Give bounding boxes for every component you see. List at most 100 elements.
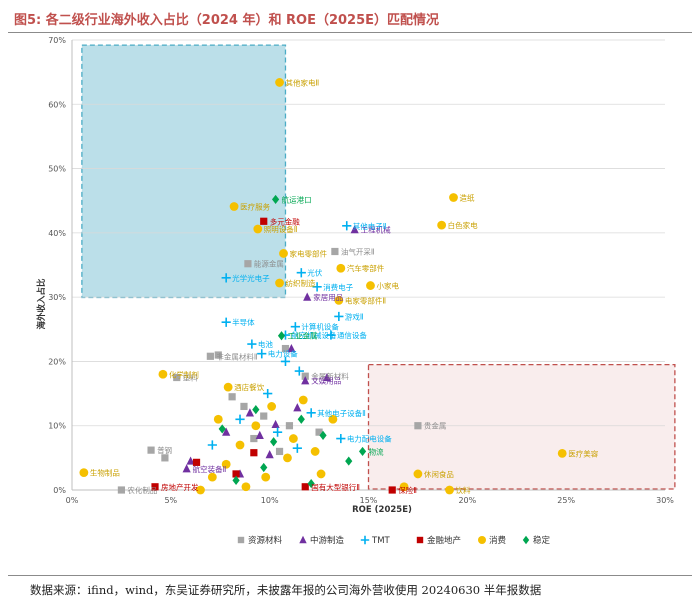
data-point: [158, 369, 168, 379]
data-point: [358, 446, 367, 457]
data-point: [147, 446, 155, 454]
legend-label: 消费: [489, 535, 507, 546]
data-label: 文娱用品: [311, 376, 341, 386]
data-label: 照明设备Ⅱ: [264, 224, 298, 234]
data-label: 电家零部件Ⅱ: [345, 295, 386, 305]
title-divider: [8, 32, 692, 33]
scatter-chart: 0% 10% 20% 30% 40% 50% 60% 70% 0% 5% 10% 15% 20% 25%…: [36, 36, 676, 546]
x-tick-label: 25%: [557, 496, 575, 505]
y-tick-label: 0%: [53, 486, 66, 495]
data-point: [253, 224, 263, 234]
data-point: [281, 344, 290, 353]
data-point: [283, 453, 292, 463]
y-tick-label: 60%: [48, 100, 66, 109]
legend-marker: [416, 536, 424, 544]
data-point: [328, 414, 338, 424]
data-point: [399, 482, 409, 492]
data-point: [350, 225, 359, 234]
data-point: [207, 440, 217, 450]
data-point: [182, 464, 191, 473]
data-points: [79, 78, 567, 495]
data-point: [271, 194, 280, 205]
data-label: 家电零部件: [290, 248, 328, 258]
x-tick-label: 20%: [458, 496, 476, 505]
x-axis-title: ROE (2025E): [352, 505, 412, 515]
data-label: 光学光电子: [232, 273, 270, 283]
data-point: [222, 427, 231, 436]
data-point: [414, 422, 422, 430]
data-label: 航运港口: [282, 194, 312, 204]
data-point: [293, 403, 302, 412]
data-label: 电力设备: [268, 349, 298, 359]
data-label: 通信设备: [337, 330, 367, 340]
data-point: [306, 408, 316, 418]
data-point: [260, 462, 268, 473]
data-label: 汽车零部件: [347, 263, 385, 273]
data-label: 国有大型银行Ⅱ: [311, 482, 360, 492]
data-label: 小家电: [376, 281, 399, 291]
data-point: [250, 449, 258, 457]
data-point: [288, 434, 298, 443]
data-point: [413, 469, 423, 479]
data-point: [316, 469, 326, 479]
data-point: [301, 376, 310, 385]
y-tick-labels: 0% 10% 20% 30% 40% 50% 60% 70%: [48, 36, 66, 495]
data-point: [241, 482, 251, 492]
data-label: 光伏: [307, 268, 322, 278]
data-label: 休闲食品: [424, 469, 454, 479]
data-point: [336, 263, 346, 273]
legend-label: 金融地产: [427, 535, 461, 546]
data-label: 医疗美容: [568, 448, 598, 458]
data-point: [228, 393, 236, 401]
x-tick-label: 5%: [164, 496, 177, 505]
data-point: [232, 475, 240, 485]
data-point: [151, 483, 159, 491]
data-point: [245, 408, 254, 417]
data-point: [298, 395, 308, 405]
data-point: [342, 221, 352, 231]
data-point: [117, 486, 126, 494]
data-point: [173, 373, 181, 382]
data-point: [279, 249, 288, 258]
x-tick-label: 15%: [360, 496, 378, 505]
legend-marker: [299, 535, 307, 544]
source-note: 数据来源：ifind，wind，东吴证券研究所，未披露年报的公司海外营收使用 2…: [30, 583, 542, 597]
data-point: [207, 472, 217, 482]
data-point: [319, 430, 327, 440]
data-label: 航空机械设备: [291, 330, 336, 340]
x-tick-label: 10%: [261, 496, 279, 505]
data-point: [292, 443, 302, 453]
data-label: 其他电子设备Ⅱ: [317, 408, 366, 418]
legend-label: 稳定: [533, 535, 551, 546]
data-point: [267, 402, 277, 411]
data-label: 金属新材料: [311, 371, 349, 381]
data-label: 电力配电设备: [347, 434, 392, 444]
data-point: [260, 217, 268, 225]
y-tick-label: 40%: [48, 229, 66, 238]
data-point: [294, 366, 304, 376]
axes: [71, 40, 665, 491]
data-point: [301, 483, 309, 491]
data-point: [192, 458, 201, 466]
data-point: [218, 424, 226, 434]
data-point: [223, 382, 233, 392]
data-point: [252, 405, 260, 415]
data-point: [275, 447, 284, 456]
data-point: [270, 437, 278, 447]
data-point: [287, 343, 296, 353]
data-point: [445, 485, 454, 495]
data-point: [250, 434, 258, 443]
x-tick-label: 0%: [66, 496, 79, 505]
data-label: 生物制品: [90, 468, 120, 478]
y-tick-label: 70%: [48, 36, 66, 45]
data-label: 半导体: [232, 317, 255, 327]
data-label: 酒店餐饮: [234, 382, 264, 392]
x-tick-labels: 0% 5% 10% 15% 20% 25% 30%: [66, 496, 675, 505]
data-point: [280, 356, 291, 367]
data-point: [310, 447, 320, 456]
data-point: [214, 351, 222, 359]
y-axis-title: 海外收入占比: [36, 278, 47, 330]
legend: 资源材料 中游制造 TMT 金融地产 消费 稳定: [237, 535, 551, 546]
data-point: [437, 220, 447, 230]
legend-label: 中游制造: [310, 535, 345, 546]
